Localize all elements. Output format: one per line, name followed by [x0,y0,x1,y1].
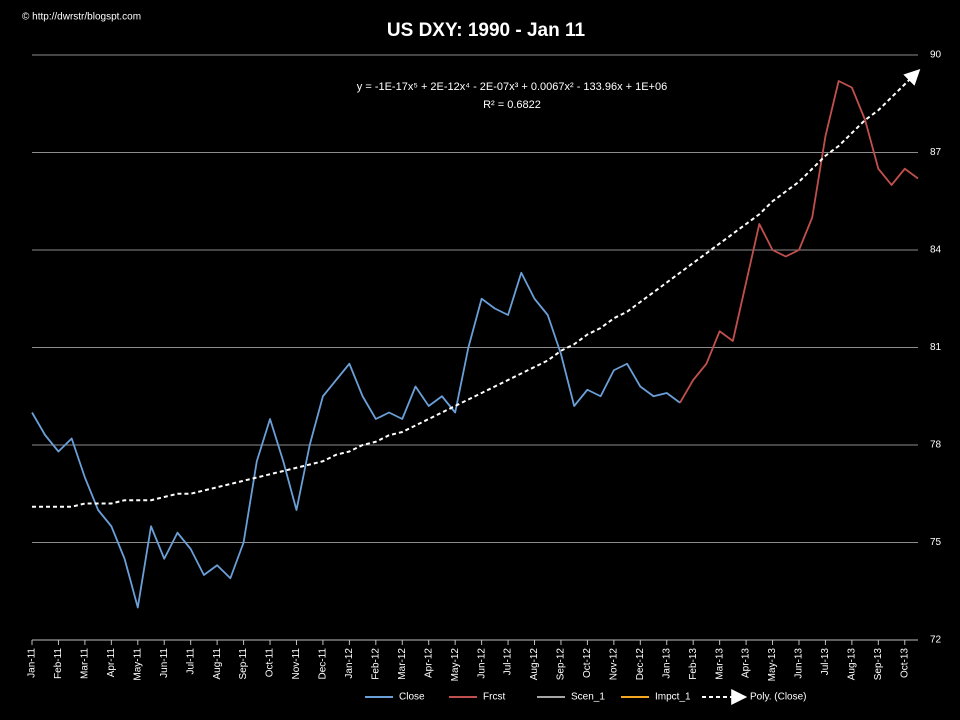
x-tick-label: Jun-13 [794,648,805,679]
x-tick-label: Jan-13 [661,648,672,679]
x-tick-label: Jul-11 [185,648,196,675]
x-tick-label: Feb-12 [370,648,381,680]
legend-label: Impct_1 [655,692,691,703]
x-tick-label: Aug-12 [529,648,540,681]
y-tick-label: 84 [930,245,942,256]
trend-line [32,69,921,508]
y-tick-label: 81 [930,342,942,353]
x-tick-label: Mar-12 [397,648,408,680]
x-tick-label: Jan-11 [27,648,38,678]
x-tick-label: Nov-11 [291,648,302,680]
x-tick-label: Feb-11 [53,648,64,679]
x-tick-label: Jan-12 [344,648,355,679]
x-tick-label: Aug-13 [847,648,858,681]
series-line [679,80,919,404]
x-tick-label: Feb-13 [688,648,699,680]
legend-label: Close [399,692,425,703]
x-tick-label: Mar-11 [80,648,91,679]
x-tick-label: Aug-11 [212,648,223,680]
x-tick-label: Oct-11 [265,648,276,678]
chart-title: US DXY: 1990 - Jan 11 [387,20,586,41]
x-tick-label: May-12 [450,648,461,682]
x-tick-label: Jun-12 [476,648,487,679]
y-tick-label: 90 [930,50,942,61]
x-tick-label: Jul-13 [820,648,831,676]
x-tick-label: Dec-11 [318,648,329,680]
y-tick-label: 72 [930,635,942,646]
x-tick-label: Apr-11 [106,648,117,678]
legend-label: Scen_1 [571,692,605,703]
trend-equation: y = -1E-17x⁵ + 2E-12x⁴ - 2E-07x³ + 0.006… [357,81,667,93]
credit: © http://dwrstr/blogspt.com [22,12,141,23]
x-tick-label: Oct-12 [582,648,593,678]
x-tick-label: Apr-12 [423,648,434,678]
y-tick-label: 75 [930,537,942,548]
x-tick-label: Mar-13 [714,648,725,680]
series-line [31,271,681,609]
x-tick-label: Jul-12 [503,648,514,676]
x-tick-label: Sep-13 [873,648,884,681]
x-tick-label: Nov-12 [608,648,619,681]
x-tick-label: May-11 [132,648,143,681]
x-tick-label: Oct-13 [899,648,910,678]
y-tick-label: 87 [930,147,942,158]
x-tick-label: Apr-13 [741,648,752,678]
r-squared: R² = 0.6822 [483,99,541,111]
x-tick-label: Jun-11 [159,648,170,678]
legend-label: Poly. (Close) [750,692,807,703]
x-tick-label: Dec-12 [635,648,646,681]
y-tick-label: 78 [930,440,942,451]
x-tick-label: May-13 [767,648,778,682]
x-tick-label: Sep-12 [556,648,567,681]
x-tick-label: Sep-11 [238,648,249,680]
legend-label: Frcst [483,692,505,703]
